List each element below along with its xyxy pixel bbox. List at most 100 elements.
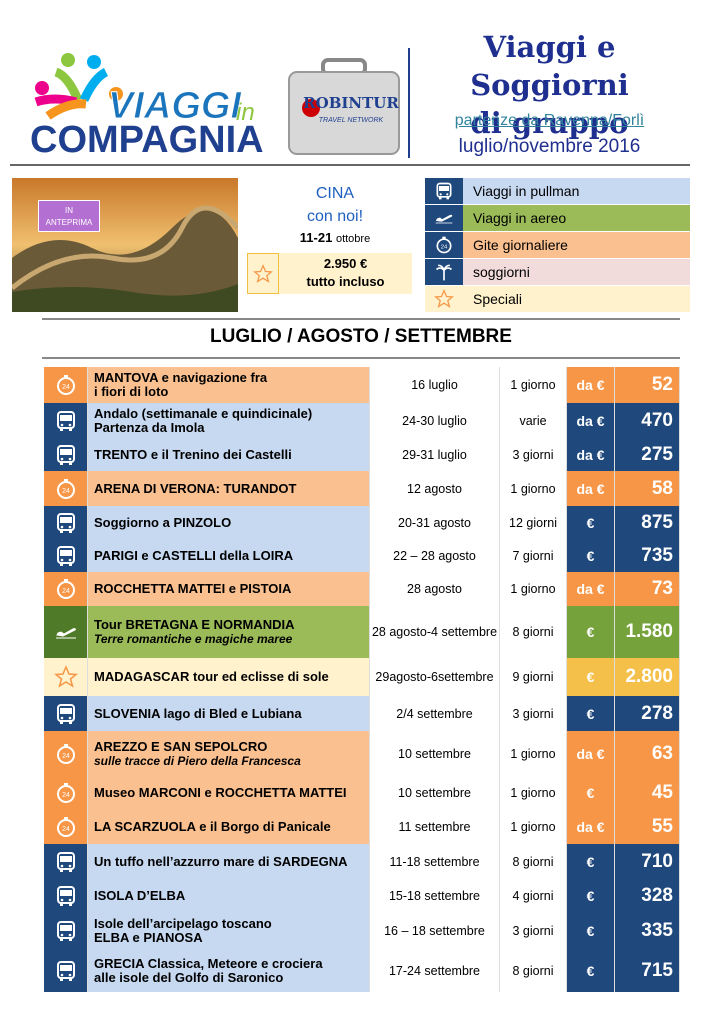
row-icon xyxy=(44,844,88,879)
row-date: 28 agosto xyxy=(370,572,500,606)
row-duration: 3 giorni xyxy=(500,438,567,471)
row-date: 10 settembre xyxy=(370,776,500,810)
legend-label: Viaggi in pullman xyxy=(463,178,690,204)
row-icon xyxy=(44,810,88,844)
row-date: 29-31 luglio xyxy=(370,438,500,471)
logo-text: COMPAGNIA xyxy=(30,119,264,160)
row-name: Andalo (settimanale e quindicinale) Parte… xyxy=(88,403,370,438)
row-price: 55 xyxy=(615,810,680,844)
row-price: 63 xyxy=(615,731,680,776)
title-line: Viaggi e Soggiorni xyxy=(470,30,629,102)
row-name: LA SCARZUOLA e il Borgo di Panicale xyxy=(88,810,370,844)
suitcase: ROBINTUR TRAVEL NETWORK xyxy=(288,58,400,155)
table-row: SLOVENIA lago di Bled e Lubiana 2/4 sette… xyxy=(44,696,680,732)
row-name: Soggiorno a PINZOLO xyxy=(88,506,370,539)
name-sub: sulle tracce di Piero della Francesca xyxy=(94,753,301,768)
row-name: ISOLA D’ELBA xyxy=(88,879,370,912)
row-name: MADAGASCAR tour ed eclisse di sole xyxy=(88,658,370,696)
row-date: 22 – 28 agosto xyxy=(370,539,500,572)
row-prefix: da € xyxy=(567,810,615,844)
row-icon xyxy=(44,539,88,572)
legend-label: Gite giornaliere xyxy=(463,232,690,258)
row-prefix: da € xyxy=(567,731,615,776)
row-duration: 8 giorni xyxy=(500,950,567,992)
row-prefix: € xyxy=(567,950,615,992)
row-icon xyxy=(44,658,88,696)
row-date: 11-18 settembre xyxy=(370,844,500,879)
row-icon xyxy=(44,471,88,506)
row-date: 28 agosto-4 settembre xyxy=(370,606,500,658)
name-line: LA SCARZUOLA e il Borgo di Panicale xyxy=(94,819,331,834)
row-date: 17-24 settembre xyxy=(370,950,500,992)
name-line: PARIGI e CASTELLI della LOIRA xyxy=(94,547,294,563)
row-date: 12 agosto xyxy=(370,471,500,506)
row-prefix: da € xyxy=(567,403,615,438)
row-prefix: da € xyxy=(567,471,615,506)
row-icon xyxy=(44,776,88,810)
legend-row: Gite giornaliere xyxy=(425,232,690,259)
row-date: 11 settembre xyxy=(370,810,500,844)
divider xyxy=(408,48,410,158)
row-price: 52 xyxy=(615,367,680,403)
soggiorni-icon xyxy=(434,262,454,282)
name-line: GRECIA Classica, Meteore e crociera xyxy=(94,956,323,971)
row-duration: varie xyxy=(500,403,567,438)
name-line: Tour BRETAGNA E NORMANDIA xyxy=(94,617,295,632)
row-name: Isole dell’arcipelago toscano ELBA e PIAN… xyxy=(88,912,370,950)
row-name: Un tuffo nell’azzurro mare di SARDEGNA xyxy=(88,844,370,879)
pullman-icon xyxy=(54,702,78,726)
row-price: 710 xyxy=(615,844,680,879)
legend-icon xyxy=(425,178,463,204)
row-prefix: € xyxy=(567,696,615,731)
row-icon xyxy=(44,912,88,950)
row-date: 24-30 luglio xyxy=(370,403,500,438)
row-icon xyxy=(44,950,88,992)
row-date: 10 settembre xyxy=(370,731,500,776)
row-duration: 1 giorno xyxy=(500,367,567,403)
row-price: 2.800 xyxy=(615,658,680,696)
row-prefix: € xyxy=(567,506,615,539)
row-duration: 8 giorni xyxy=(500,606,567,658)
row-duration: 3 giorni xyxy=(500,912,567,950)
pullman-icon xyxy=(54,511,78,535)
row-duration: 12 giorni xyxy=(500,506,567,539)
name-line: ELBA e PIANOSA xyxy=(94,930,203,945)
row-price: 73 xyxy=(615,572,680,606)
name-line: Partenza da Imola xyxy=(94,419,205,435)
logo: VIAGGI in COMPAGNIA xyxy=(30,53,264,160)
promo-icon xyxy=(247,253,279,294)
row-icon xyxy=(44,506,88,539)
promo-month: ottobre xyxy=(335,233,371,245)
row-duration: 7 giorni xyxy=(500,539,567,572)
promo-tagline: con noi! xyxy=(306,208,364,225)
promo-price: 2.950 € xyxy=(323,256,368,271)
row-name: TRENTO e il Trenino dei Castelli xyxy=(88,438,370,471)
row-icon xyxy=(44,731,88,776)
name-line: AREZZO E SAN SEPOLCRO xyxy=(94,738,268,754)
name-line: ROCCHETTA MATTEI e PISTOIA xyxy=(94,581,292,596)
badge-line: IN xyxy=(65,206,73,215)
row-icon xyxy=(44,696,88,731)
row-prefix: € xyxy=(567,658,615,696)
row-icon xyxy=(44,572,88,606)
row-prefix: da € xyxy=(567,367,615,403)
table-row: ROCCHETTA MATTEI e PISTOIA 28 agosto 1 gio… xyxy=(44,572,680,607)
row-price: 735 xyxy=(615,539,680,572)
row-prefix: € xyxy=(567,912,615,950)
speciali-icon xyxy=(434,289,454,309)
row-icon xyxy=(44,367,88,403)
gite-icon xyxy=(434,235,454,255)
row-icon xyxy=(44,403,88,438)
row-name: PARIGI e CASTELLI della LOIRA xyxy=(88,539,370,572)
name-line: Isole dell’arcipelago toscano xyxy=(94,916,272,931)
row-prefix: da € xyxy=(567,572,615,606)
legend-label: soggiorni xyxy=(463,259,690,285)
logo-people xyxy=(34,53,123,120)
name-line: ISOLA D’ELBA xyxy=(94,887,186,903)
legend-icon xyxy=(425,232,463,258)
legend-icon xyxy=(425,259,463,285)
title: Viaggi e Soggiorni di gruppo xyxy=(412,28,687,142)
row-duration: 1 giorno xyxy=(500,572,567,606)
promo-destination: CINA xyxy=(315,185,355,202)
